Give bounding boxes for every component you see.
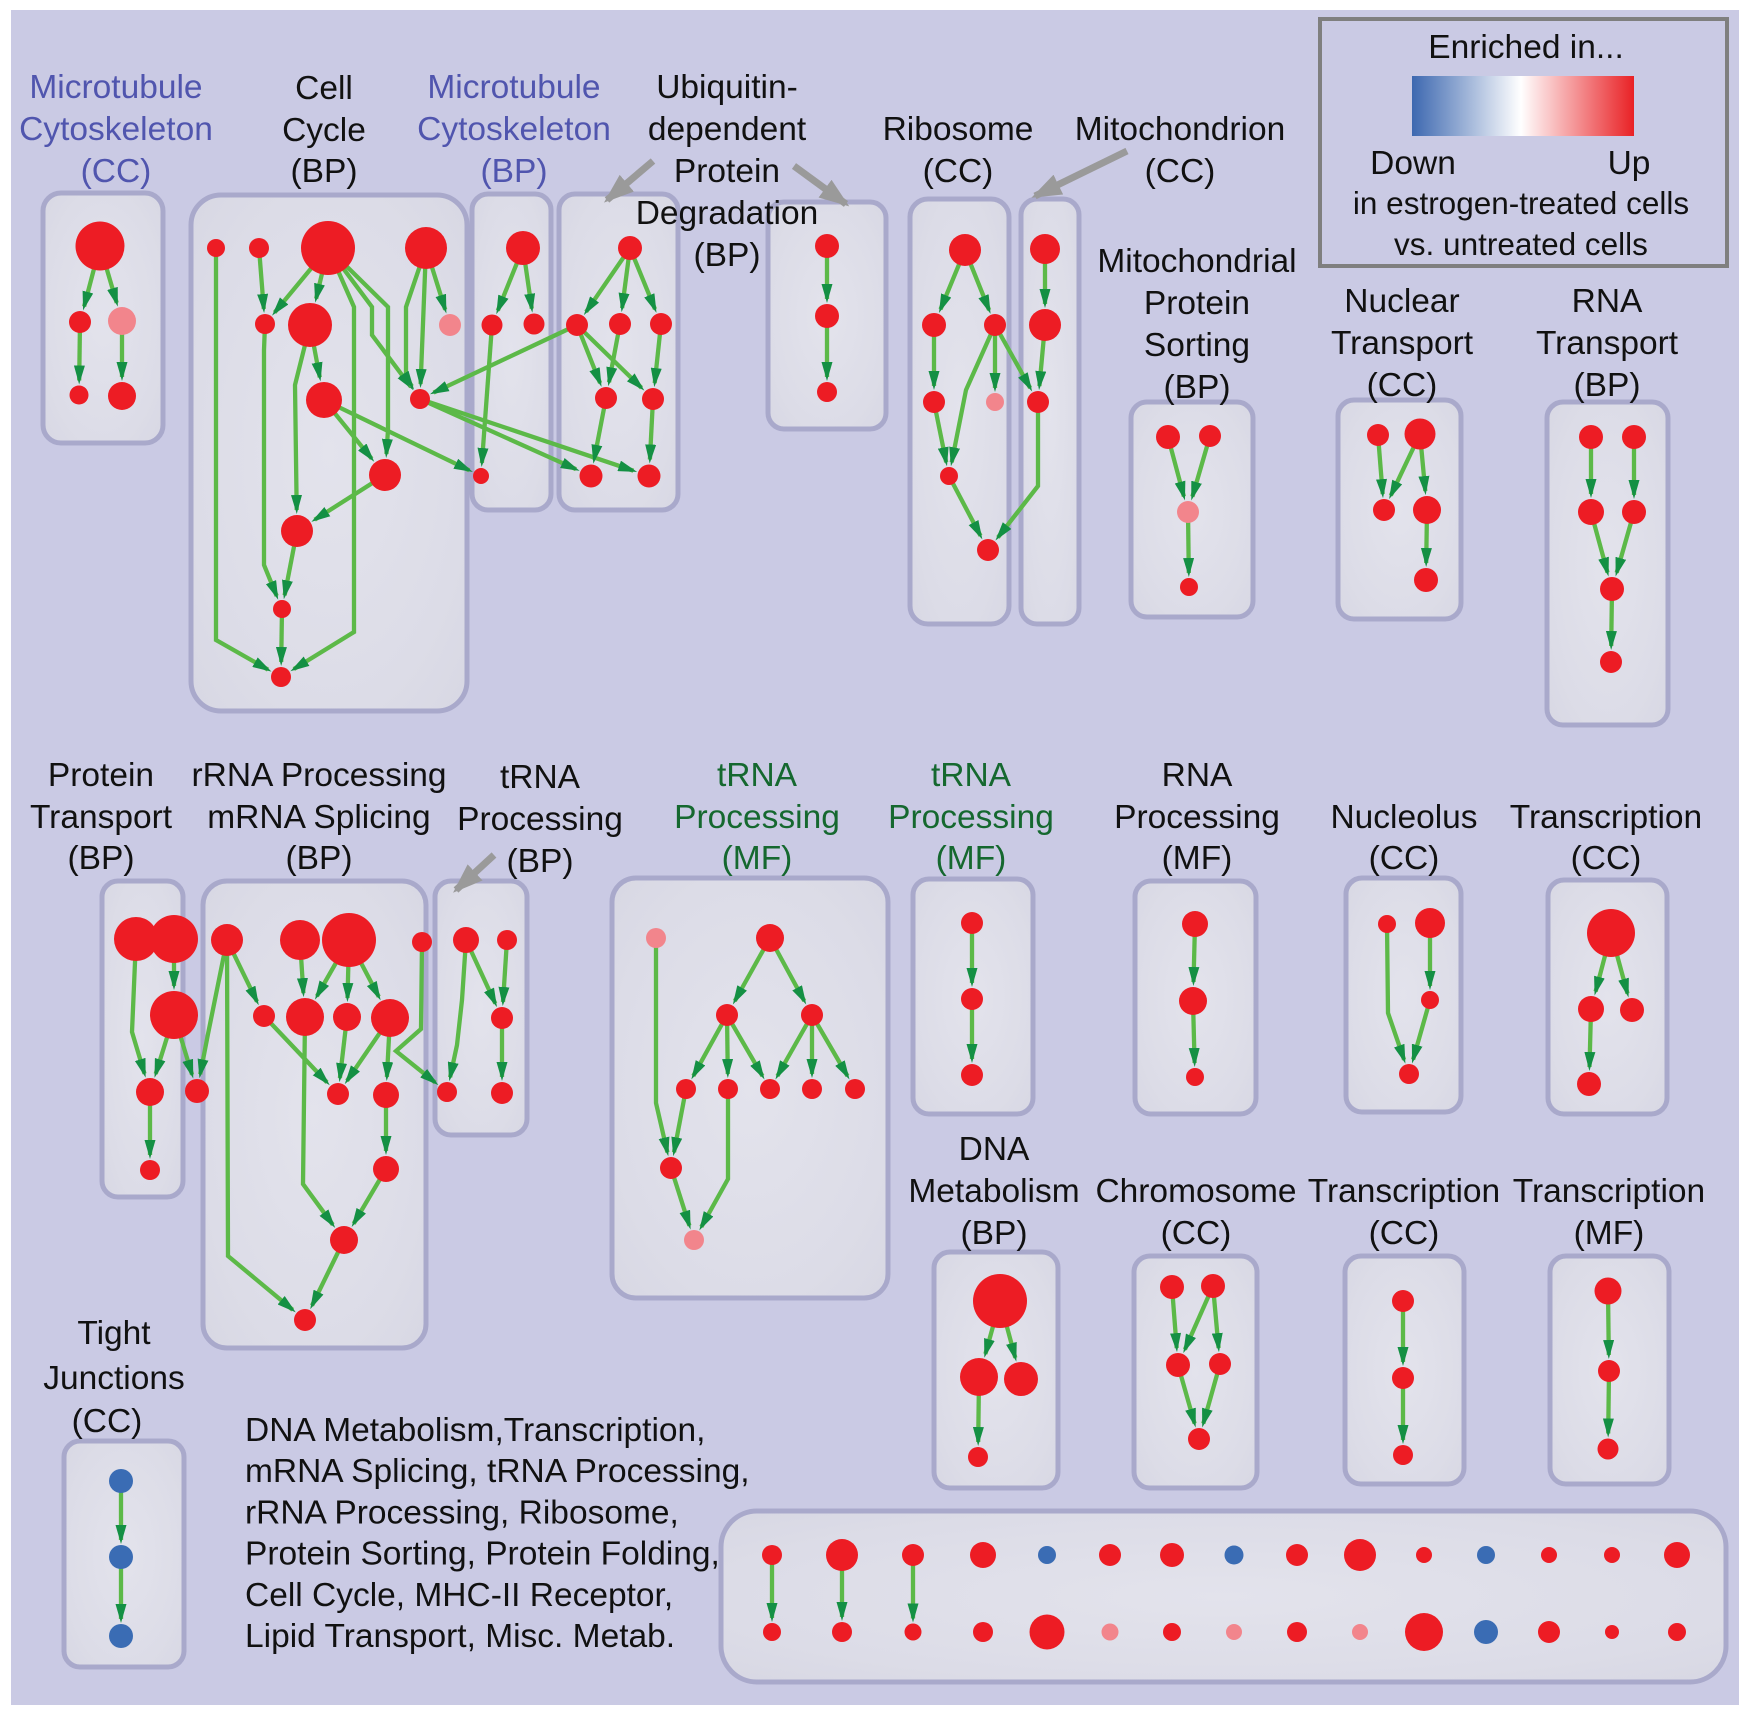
svg-text:Cell Cycle, MHC-II Receptor,: Cell Cycle, MHC-II Receptor, (245, 1577, 673, 1614)
svg-text:Nuclear: Nuclear (1344, 283, 1459, 320)
svg-text:Chromosome: Chromosome (1095, 1173, 1296, 1210)
svg-text:tRNA: tRNA (500, 759, 581, 796)
svg-text:Protein: Protein (1144, 285, 1250, 322)
svg-text:Cell: Cell (295, 70, 353, 107)
svg-text:Enriched in...: Enriched in... (1428, 29, 1624, 66)
svg-text:Processing: Processing (674, 799, 840, 836)
svg-text:(MF): (MF) (1162, 840, 1233, 877)
svg-text:Transport: Transport (1331, 325, 1474, 362)
svg-text:Down: Down (1370, 145, 1456, 182)
svg-text:(BP): (BP) (961, 1215, 1028, 1252)
svg-text:Transcription: Transcription (1510, 799, 1702, 836)
svg-text:Protein: Protein (674, 153, 780, 190)
svg-text:DNA: DNA (959, 1131, 1030, 1168)
svg-text:Processing: Processing (1114, 799, 1280, 836)
svg-text:Processing: Processing (457, 801, 623, 838)
svg-text:Ribosome: Ribosome (883, 111, 1034, 148)
svg-text:Mitochondrion: Mitochondrion (1075, 111, 1285, 148)
svg-text:rRNA Processing, Ribosome,: rRNA Processing, Ribosome, (245, 1494, 679, 1531)
svg-text:Lipid Transport, Misc. Metab.: Lipid Transport, Misc. Metab. (245, 1618, 675, 1655)
svg-text:Tight: Tight (77, 1315, 151, 1352)
svg-text:Cytoskeleton: Cytoskeleton (417, 111, 611, 148)
svg-text:Microtubule: Microtubule (427, 69, 600, 106)
svg-text:tRNA: tRNA (717, 757, 798, 794)
svg-text:mRNA Splicing, tRNA Processing: mRNA Splicing, tRNA Processing, (245, 1453, 750, 1490)
svg-text:Transport: Transport (1536, 325, 1679, 362)
svg-text:(CC): (CC) (923, 153, 994, 190)
svg-text:Up: Up (1608, 145, 1651, 182)
svg-text:Sorting: Sorting (1144, 327, 1250, 364)
svg-text:Transport: Transport (30, 799, 173, 836)
svg-text:Nucleolus: Nucleolus (1330, 799, 1477, 836)
svg-text:Junctions: Junctions (43, 1360, 185, 1397)
svg-text:(MF): (MF) (722, 840, 793, 877)
svg-text:(BP): (BP) (1164, 369, 1231, 406)
svg-text:mRNA Splicing: mRNA Splicing (207, 799, 430, 836)
svg-text:(BP): (BP) (694, 237, 761, 274)
svg-text:in estrogen-treated cells: in estrogen-treated cells (1353, 185, 1689, 221)
svg-text:DNA Metabolism,Transcription,: DNA Metabolism,Transcription, (245, 1412, 705, 1449)
svg-text:Cytoskeleton: Cytoskeleton (19, 111, 213, 148)
svg-text:Mitochondrial: Mitochondrial (1097, 243, 1296, 280)
svg-text:(CC): (CC) (72, 1403, 143, 1440)
svg-text:(CC): (CC) (1571, 840, 1642, 877)
svg-text:(BP): (BP) (1574, 367, 1641, 404)
svg-text:Transcription: Transcription (1513, 1173, 1705, 1210)
svg-text:(MF): (MF) (936, 840, 1007, 877)
svg-text:Microtubule: Microtubule (29, 69, 202, 106)
svg-text:RNA: RNA (1572, 283, 1643, 320)
svg-text:(BP): (BP) (481, 153, 548, 190)
svg-text:Ubiquitin-: Ubiquitin- (656, 69, 798, 106)
svg-text:Cycle: Cycle (282, 112, 366, 149)
svg-text:vs. untreated cells: vs. untreated cells (1394, 226, 1648, 262)
svg-text:(CC): (CC) (1367, 367, 1438, 404)
svg-text:(BP): (BP) (286, 840, 353, 877)
svg-text:RNA: RNA (1162, 757, 1233, 794)
svg-text:rRNA Processing: rRNA Processing (191, 757, 446, 794)
svg-text:dependent: dependent (648, 111, 807, 148)
svg-text:Protein: Protein (48, 757, 154, 794)
svg-text:(MF): (MF) (1574, 1215, 1645, 1252)
svg-text:Transcription: Transcription (1308, 1173, 1500, 1210)
svg-text:(BP): (BP) (68, 840, 135, 877)
svg-text:(CC): (CC) (1369, 1215, 1440, 1252)
svg-text:(CC): (CC) (1145, 153, 1216, 190)
svg-text:(BP): (BP) (507, 843, 574, 880)
svg-text:(CC): (CC) (81, 153, 152, 190)
svg-text:(CC): (CC) (1369, 840, 1440, 877)
svg-text:Metabolism: Metabolism (908, 1173, 1079, 1210)
svg-text:(CC): (CC) (1161, 1215, 1232, 1252)
svg-text:Degradation: Degradation (636, 195, 819, 232)
svg-text:Processing: Processing (888, 799, 1054, 836)
svg-text:tRNA: tRNA (931, 757, 1012, 794)
svg-text:(BP): (BP) (291, 153, 358, 190)
svg-text:Protein Sorting, Protein Foldi: Protein Sorting, Protein Folding, (245, 1536, 720, 1573)
